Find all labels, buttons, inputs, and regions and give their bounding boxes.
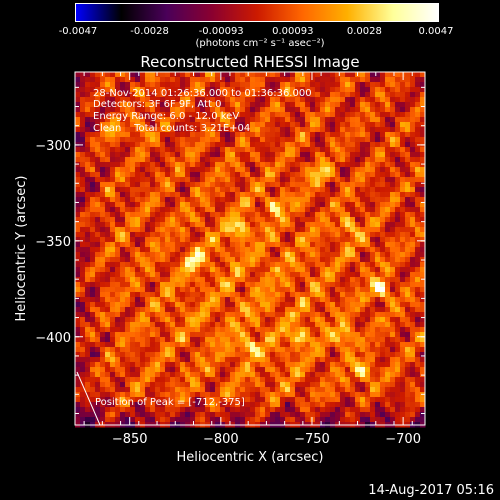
colorbar-tick-label: 0.0047 [418, 26, 454, 37]
info-detectors: Detectors: 3F 6F 9F, Att 0 [93, 99, 222, 110]
info-clean: Clean Total counts: 3.21E+04 [93, 123, 251, 134]
colorbar [75, 3, 439, 22]
colorbar-tick-label: 0.00093 [272, 26, 314, 37]
info-time: 28-Nov-2014 01:26:36.000 to 01:36:36.000 [93, 88, 312, 99]
x-tick-label: −850 [112, 432, 148, 447]
timestamp: 14-Aug-2017 05:16 [368, 483, 494, 498]
x-tick-label: −700 [385, 432, 421, 447]
colorbar-tick-label: -0.00093 [198, 26, 244, 37]
peak-position-label: Position of Peak = [-712,-375] [95, 397, 245, 408]
y-tick-label: −300 [35, 139, 71, 154]
x-tick-label: −750 [294, 432, 330, 447]
solar-limb-line [76, 371, 101, 426]
colorbar-tick-label: 0.0028 [346, 26, 382, 37]
y-tick-label: −400 [35, 331, 71, 346]
colorbar-units: (photons cm⁻² s⁻¹ asec⁻²) [195, 38, 325, 49]
x-axis-label: Heliocentric X (arcsec) [177, 450, 324, 465]
info-energy: Energy Range: 6.0 - 12.0 keV [93, 111, 240, 122]
chart-title: Reconstructed RHESSI Image [140, 53, 360, 71]
y-tick-label: −350 [35, 235, 71, 250]
colorbar-tick-label: -0.0028 [130, 26, 169, 37]
plot-frame [74, 71, 426, 426]
heatmap-cells [75, 72, 426, 428]
x-tick-label: −800 [203, 432, 239, 447]
y-axis-label: Heliocentric Y (arcsec) [14, 176, 29, 322]
colorbar-tick-label: -0.0047 [58, 26, 98, 37]
